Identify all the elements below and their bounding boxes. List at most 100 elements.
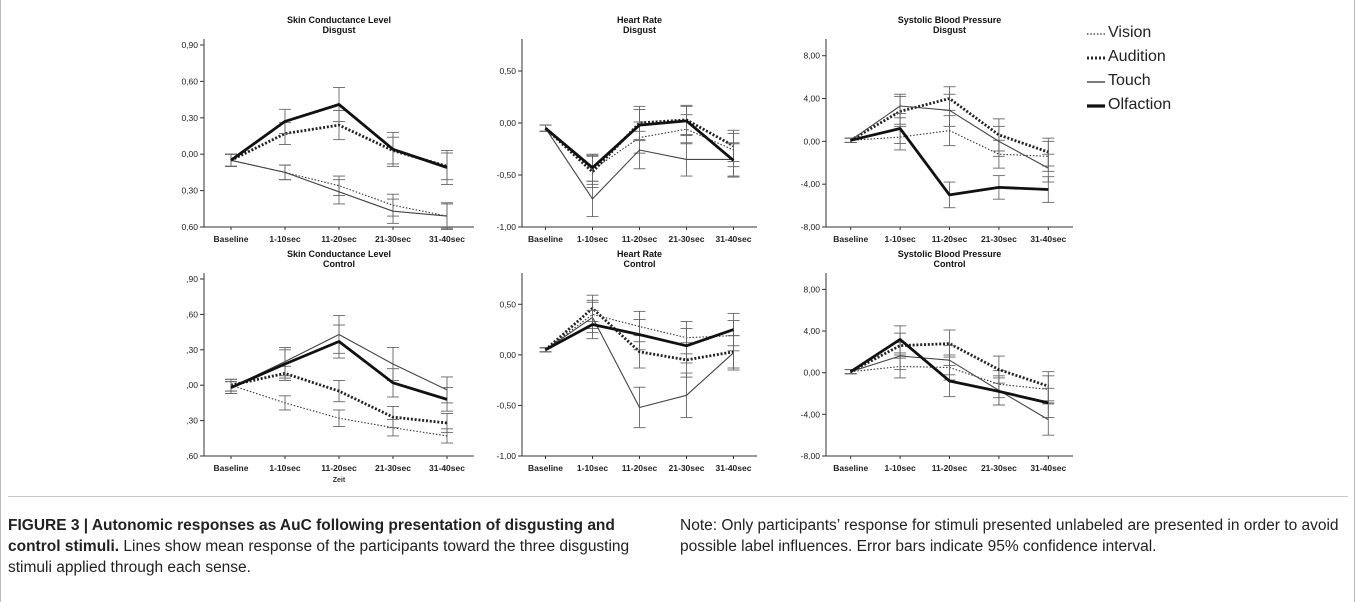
chart-panel: 0,90 0,60 0,30 0,00 0,30 0,60 Baseline 1-10sec 1… <box>181 15 474 244</box>
y-tick-label: 4,00 <box>803 326 820 336</box>
chart-title: Skin Conductance Level <box>287 249 391 259</box>
figure-caption: FIGURE 3 | Autonomic responses as AuC fo… <box>8 496 1348 601</box>
x-tick-label: 1-10sec <box>884 234 915 244</box>
chart-title: Heart Rate <box>617 249 662 259</box>
legend-label: Olfaction <box>1108 96 1172 113</box>
series-line-touch <box>230 159 448 217</box>
y-tick-label: ,30 <box>186 416 198 426</box>
y-tick-label: -4,00 <box>801 179 821 189</box>
figure-charts: 0,90 0,60 0,30 0,00 0,30 0,60 Baseline 1-10sec 1… <box>181 15 1073 484</box>
series-line-olfaction <box>849 337 1049 405</box>
series-line-olfaction <box>544 323 734 352</box>
x-tick-label: 1-10sec <box>269 234 300 244</box>
y-tick-label: 0,00 <box>499 350 516 360</box>
y-tick-label: 8,00 <box>803 51 820 61</box>
y-tick-label: ,60 <box>186 451 198 461</box>
y-tick-label: ,00 <box>186 380 198 390</box>
legend-swatch-touch <box>1087 81 1105 83</box>
legend-label: Vision <box>1108 24 1152 41</box>
legend-item-touch: Touch <box>1086 72 1286 96</box>
x-tick-label: Baseline <box>528 234 563 244</box>
chart-title: Heart Rate <box>617 15 662 25</box>
x-tick-label: 31-40sec <box>716 234 752 244</box>
x-tick-label: Baseline <box>528 463 563 473</box>
y-tick-label: ,30 <box>186 345 198 355</box>
x-tick-label: 11-20sec <box>321 463 357 473</box>
series-line-touch <box>850 105 1049 169</box>
series-line-touch <box>545 127 734 200</box>
chart-title: Skin Conductance Level <box>287 15 391 25</box>
x-tick-label: 21-30sec <box>981 234 1017 244</box>
x-tick-label: Baseline <box>214 463 249 473</box>
legend-label: Audition <box>1108 48 1166 65</box>
y-tick-label: 0,00 <box>803 368 820 378</box>
y-tick-label: -1,00 <box>497 451 517 461</box>
chart-subtitle: Disgust <box>623 25 656 35</box>
caption-left-column: FIGURE 3 | Autonomic responses as AuC fo… <box>8 515 658 578</box>
x-tick-label: 11-20sec <box>622 234 658 244</box>
y-tick-label: -8,00 <box>801 451 821 461</box>
series-line-audition <box>544 306 734 362</box>
x-tick-label: 11-20sec <box>321 234 357 244</box>
y-tick-label: 8,00 <box>803 284 820 294</box>
chart-subtitle: Disgust <box>322 25 355 35</box>
y-tick-label: 4,00 <box>803 94 820 104</box>
y-tick-label: 0,30 <box>181 113 198 123</box>
series-line-vision <box>230 384 448 437</box>
chart-legend: Vision Audition Touch Olfaction <box>1086 24 1286 120</box>
y-tick-label: -4,00 <box>801 409 821 419</box>
x-tick-label: 31-40sec <box>716 463 752 473</box>
x-tick-label: 31-40sec <box>429 234 465 244</box>
y-tick-label: -8,00 <box>801 222 821 232</box>
x-tick-label: 21-30sec <box>981 463 1017 473</box>
x-tick-label: 31-40sec <box>1030 463 1066 473</box>
series-line-audition <box>544 118 735 174</box>
legend-item-vision: Vision <box>1086 24 1286 48</box>
x-tick-label: 1-10sec <box>269 463 300 473</box>
series-line-olfaction <box>544 119 735 170</box>
x-tick-label: Baseline <box>214 234 249 244</box>
y-tick-label: -1,00 <box>497 222 517 232</box>
x-tick-label: 21-30sec <box>669 463 705 473</box>
y-tick-label: -0,50 <box>497 400 517 410</box>
chart-panel: 0,50 0,00 -0,50 -1,00 Baseline 1-10sec 11-20se… <box>497 15 757 244</box>
y-tick-label: ,60 <box>186 309 198 319</box>
chart-subtitle: Disgust <box>933 25 966 35</box>
y-tick-label: 0,50 <box>499 299 516 309</box>
series-line-olfaction <box>230 103 448 169</box>
chart-title: Systolic Blood Pressure <box>898 15 1002 25</box>
y-tick-label: 0,00 <box>499 118 516 128</box>
chart-title: Systolic Blood Pressure <box>898 249 1002 259</box>
x-tick-label: 1-10sec <box>884 463 915 473</box>
legend-swatch-olfaction <box>1087 104 1105 108</box>
y-tick-label: 0,60 <box>181 222 198 232</box>
legend-swatch-vision <box>1087 33 1105 35</box>
chart-subtitle: Control <box>934 259 966 269</box>
legend-swatch-audition <box>1087 56 1105 60</box>
chart-panel: ,90 ,60 ,30 ,00 ,30 ,60 Baseline 1-10sec 11-20se… <box>186 249 474 484</box>
chart-subtitle: Control <box>323 259 355 269</box>
caption-right-column: Note: Only participants’ response for st… <box>680 515 1345 557</box>
chart-panel: 8,00 4,00 0,00 -4,00 -8,00 Baseline 1-10sec 11-… <box>801 15 1073 244</box>
legend-label: Touch <box>1108 72 1151 89</box>
series-line-touch <box>850 355 1049 421</box>
x-tick-label: Baseline <box>833 234 868 244</box>
series-line-touch <box>545 316 734 409</box>
x-tick-label: 31-40sec <box>429 463 465 473</box>
x-tick-label: 11-20sec <box>932 463 968 473</box>
x-tick-label: 11-20sec <box>932 234 968 244</box>
y-tick-label: 0,60 <box>181 76 198 86</box>
x-tick-label: 1-10sec <box>577 463 608 473</box>
caption-right-text: Note: Only participants’ response for st… <box>680 517 1339 555</box>
series-line-audition <box>230 371 448 425</box>
y-tick-label: -0,50 <box>497 170 517 180</box>
x-tick-label: 21-30sec <box>375 463 411 473</box>
x-tick-label: 21-30sec <box>669 234 705 244</box>
x-tick-label: 31-40sec <box>1030 234 1066 244</box>
x-tick-label: Baseline <box>833 463 868 473</box>
x-tick-label: 21-30sec <box>375 234 411 244</box>
y-tick-label: 0,30 <box>181 186 198 196</box>
y-tick-label: 0,50 <box>499 66 516 76</box>
y-tick-label: 0,90 <box>181 40 198 50</box>
x-axis-label: Zeit <box>333 477 346 484</box>
